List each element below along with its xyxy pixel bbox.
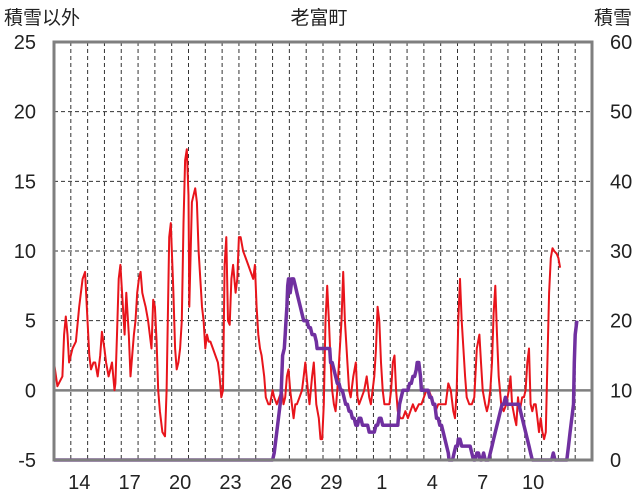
x-tick-label: 1	[376, 472, 387, 494]
x-tick-label: 4	[427, 472, 438, 494]
x-tick-label: 26	[270, 472, 292, 494]
x-tick-label: 20	[169, 472, 191, 494]
plot-frame	[52, 40, 594, 462]
right-tick-label: 50	[610, 102, 632, 124]
x-tick-label: 29	[320, 472, 342, 494]
right-tick-label: 10	[610, 380, 632, 402]
series-layer	[53, 148, 579, 462]
left-tick-label: 5	[25, 311, 36, 333]
x-tick-label: 14	[68, 472, 90, 494]
left-tick-label: -5	[18, 450, 36, 472]
grid-lines	[54, 42, 592, 460]
left-tick-label: 25	[14, 32, 36, 54]
right-axis-label: 積雪	[594, 7, 632, 29]
x-tick-label: 10	[522, 472, 544, 494]
left-tick-label: 0	[25, 380, 36, 402]
right-tick-label: 20	[610, 311, 632, 333]
other-series-line	[53, 148, 562, 441]
x-tick-label: 7	[477, 472, 488, 494]
x-tick-label: 23	[219, 472, 241, 494]
chart-title: 老富町	[290, 7, 347, 29]
right-tick-label: 60	[610, 32, 632, 54]
left-tick-label: 10	[14, 241, 36, 263]
x-tick-label: 17	[119, 472, 141, 494]
right-tick-label: 40	[610, 171, 632, 193]
left-tick-label: 15	[14, 171, 36, 193]
right-tick-label: 30	[610, 241, 632, 263]
left-tick-label: 20	[14, 102, 36, 124]
snow-depth-series-line	[54, 277, 579, 462]
right-tick-label: 0	[610, 450, 621, 472]
left-axis-label: 積雪以外	[4, 7, 80, 29]
